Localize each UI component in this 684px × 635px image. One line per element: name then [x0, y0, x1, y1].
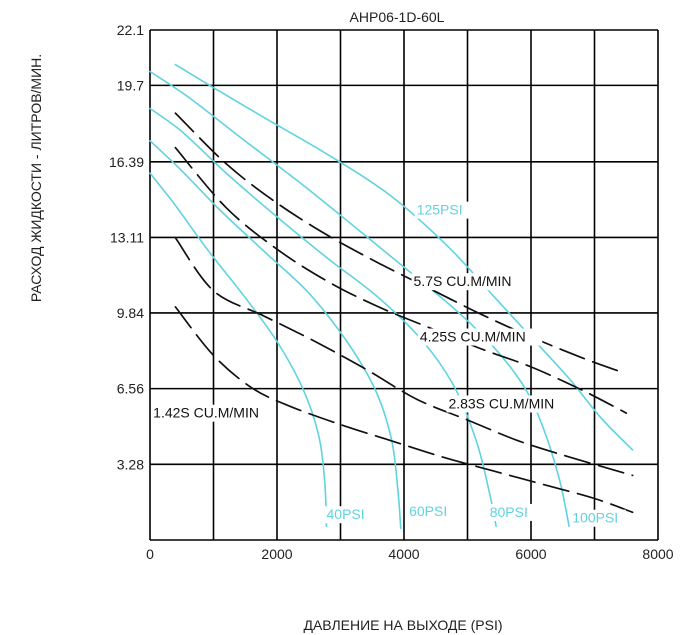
- series-line-40psi: [149, 172, 328, 527]
- curves: [149, 63, 634, 530]
- curve-label-background: [570, 509, 626, 527]
- series-line-60psi: [149, 140, 402, 530]
- y-tick-label: 16.39: [109, 154, 144, 170]
- grid: [149, 29, 659, 541]
- curve-label-background: [414, 201, 471, 219]
- curve-label-text: 40PSI: [327, 506, 365, 522]
- x-axis-label: ДАВЛЕНИЕ НА ВЫХОДЕ (PSI): [303, 617, 502, 633]
- curve-label-text: 125PSI: [417, 202, 463, 218]
- y-tick-label: 9.84: [117, 305, 144, 321]
- curve-label: 5.7S CU.M/MIN: [411, 273, 528, 291]
- curve-label-background: [151, 404, 276, 422]
- curve-label-text: 5.7S CU.M/MIN: [414, 273, 512, 289]
- curve-label: 125PSI: [414, 201, 471, 219]
- y-tick-label: 13.11: [110, 229, 144, 245]
- curve-label-background: [324, 506, 372, 524]
- curve-label: 80PSI: [487, 503, 535, 521]
- curve-label-text: 100PSI: [572, 510, 618, 526]
- curve-label: 4.25S CU.M/MIN: [417, 328, 543, 346]
- curve-label-text: 80PSI: [490, 504, 528, 520]
- curve-label: 2.83S CU.M/MIN: [446, 395, 571, 413]
- curve-label-background: [446, 395, 571, 413]
- curve-label-background: [411, 273, 528, 291]
- x-tick-label: 8000: [642, 546, 673, 562]
- curve-label: 100PSI: [570, 509, 626, 527]
- y-tick-label: 6.56: [117, 381, 144, 397]
- x-tick-label: 6000: [515, 546, 546, 562]
- curve-label-text: 2.83S CU.M/MIN: [448, 395, 554, 411]
- y-tick-label: 3.28: [117, 456, 144, 472]
- chart-title: AHP06-1D-60L: [350, 9, 445, 25]
- curve-label-text: 60PSI: [409, 503, 447, 519]
- curve-labels: 125PSI 100PSI 80PSI 60PSI 40PSI 5.7S CU.M/MIN…: [151, 201, 626, 527]
- tick-labels: 3.28 6.56 9.84 13.11 16.39 19.7 22.1 0 2000 4000 6…: [109, 22, 674, 562]
- series-line-4-25s-cu-m-min: [174, 146, 628, 414]
- y-tick-label: 22.1: [117, 22, 144, 38]
- curve-label-text: 4.25S CU.M/MIN: [420, 329, 526, 345]
- curve-label-background: [417, 328, 543, 346]
- series-line-5-7s-cu-m-min: [174, 112, 621, 373]
- x-tick-label: 2000: [261, 546, 292, 562]
- y-axis-label: РАСХОД ЖИДКОСТИ - ЛИТРОВ/МИН.: [28, 54, 44, 302]
- curve-label: 60PSI: [407, 502, 455, 520]
- series-line-2-83s-cu-m-min: [174, 236, 634, 477]
- curve-label-background: [487, 503, 535, 521]
- series-line-1-42s-cu-m-min: [174, 306, 634, 514]
- curve-label: 1.42S CU.M/MIN: [151, 404, 276, 422]
- curve-label-background: [407, 502, 455, 520]
- y-tick-label: 19.7: [117, 77, 144, 93]
- x-tick-label: 4000: [388, 546, 419, 562]
- x-tick-label: 0: [146, 546, 154, 562]
- curve-label: 40PSI: [324, 506, 372, 524]
- curve-label-text: 1.42S CU.M/MIN: [153, 405, 259, 421]
- series-line-80psi: [149, 107, 497, 527]
